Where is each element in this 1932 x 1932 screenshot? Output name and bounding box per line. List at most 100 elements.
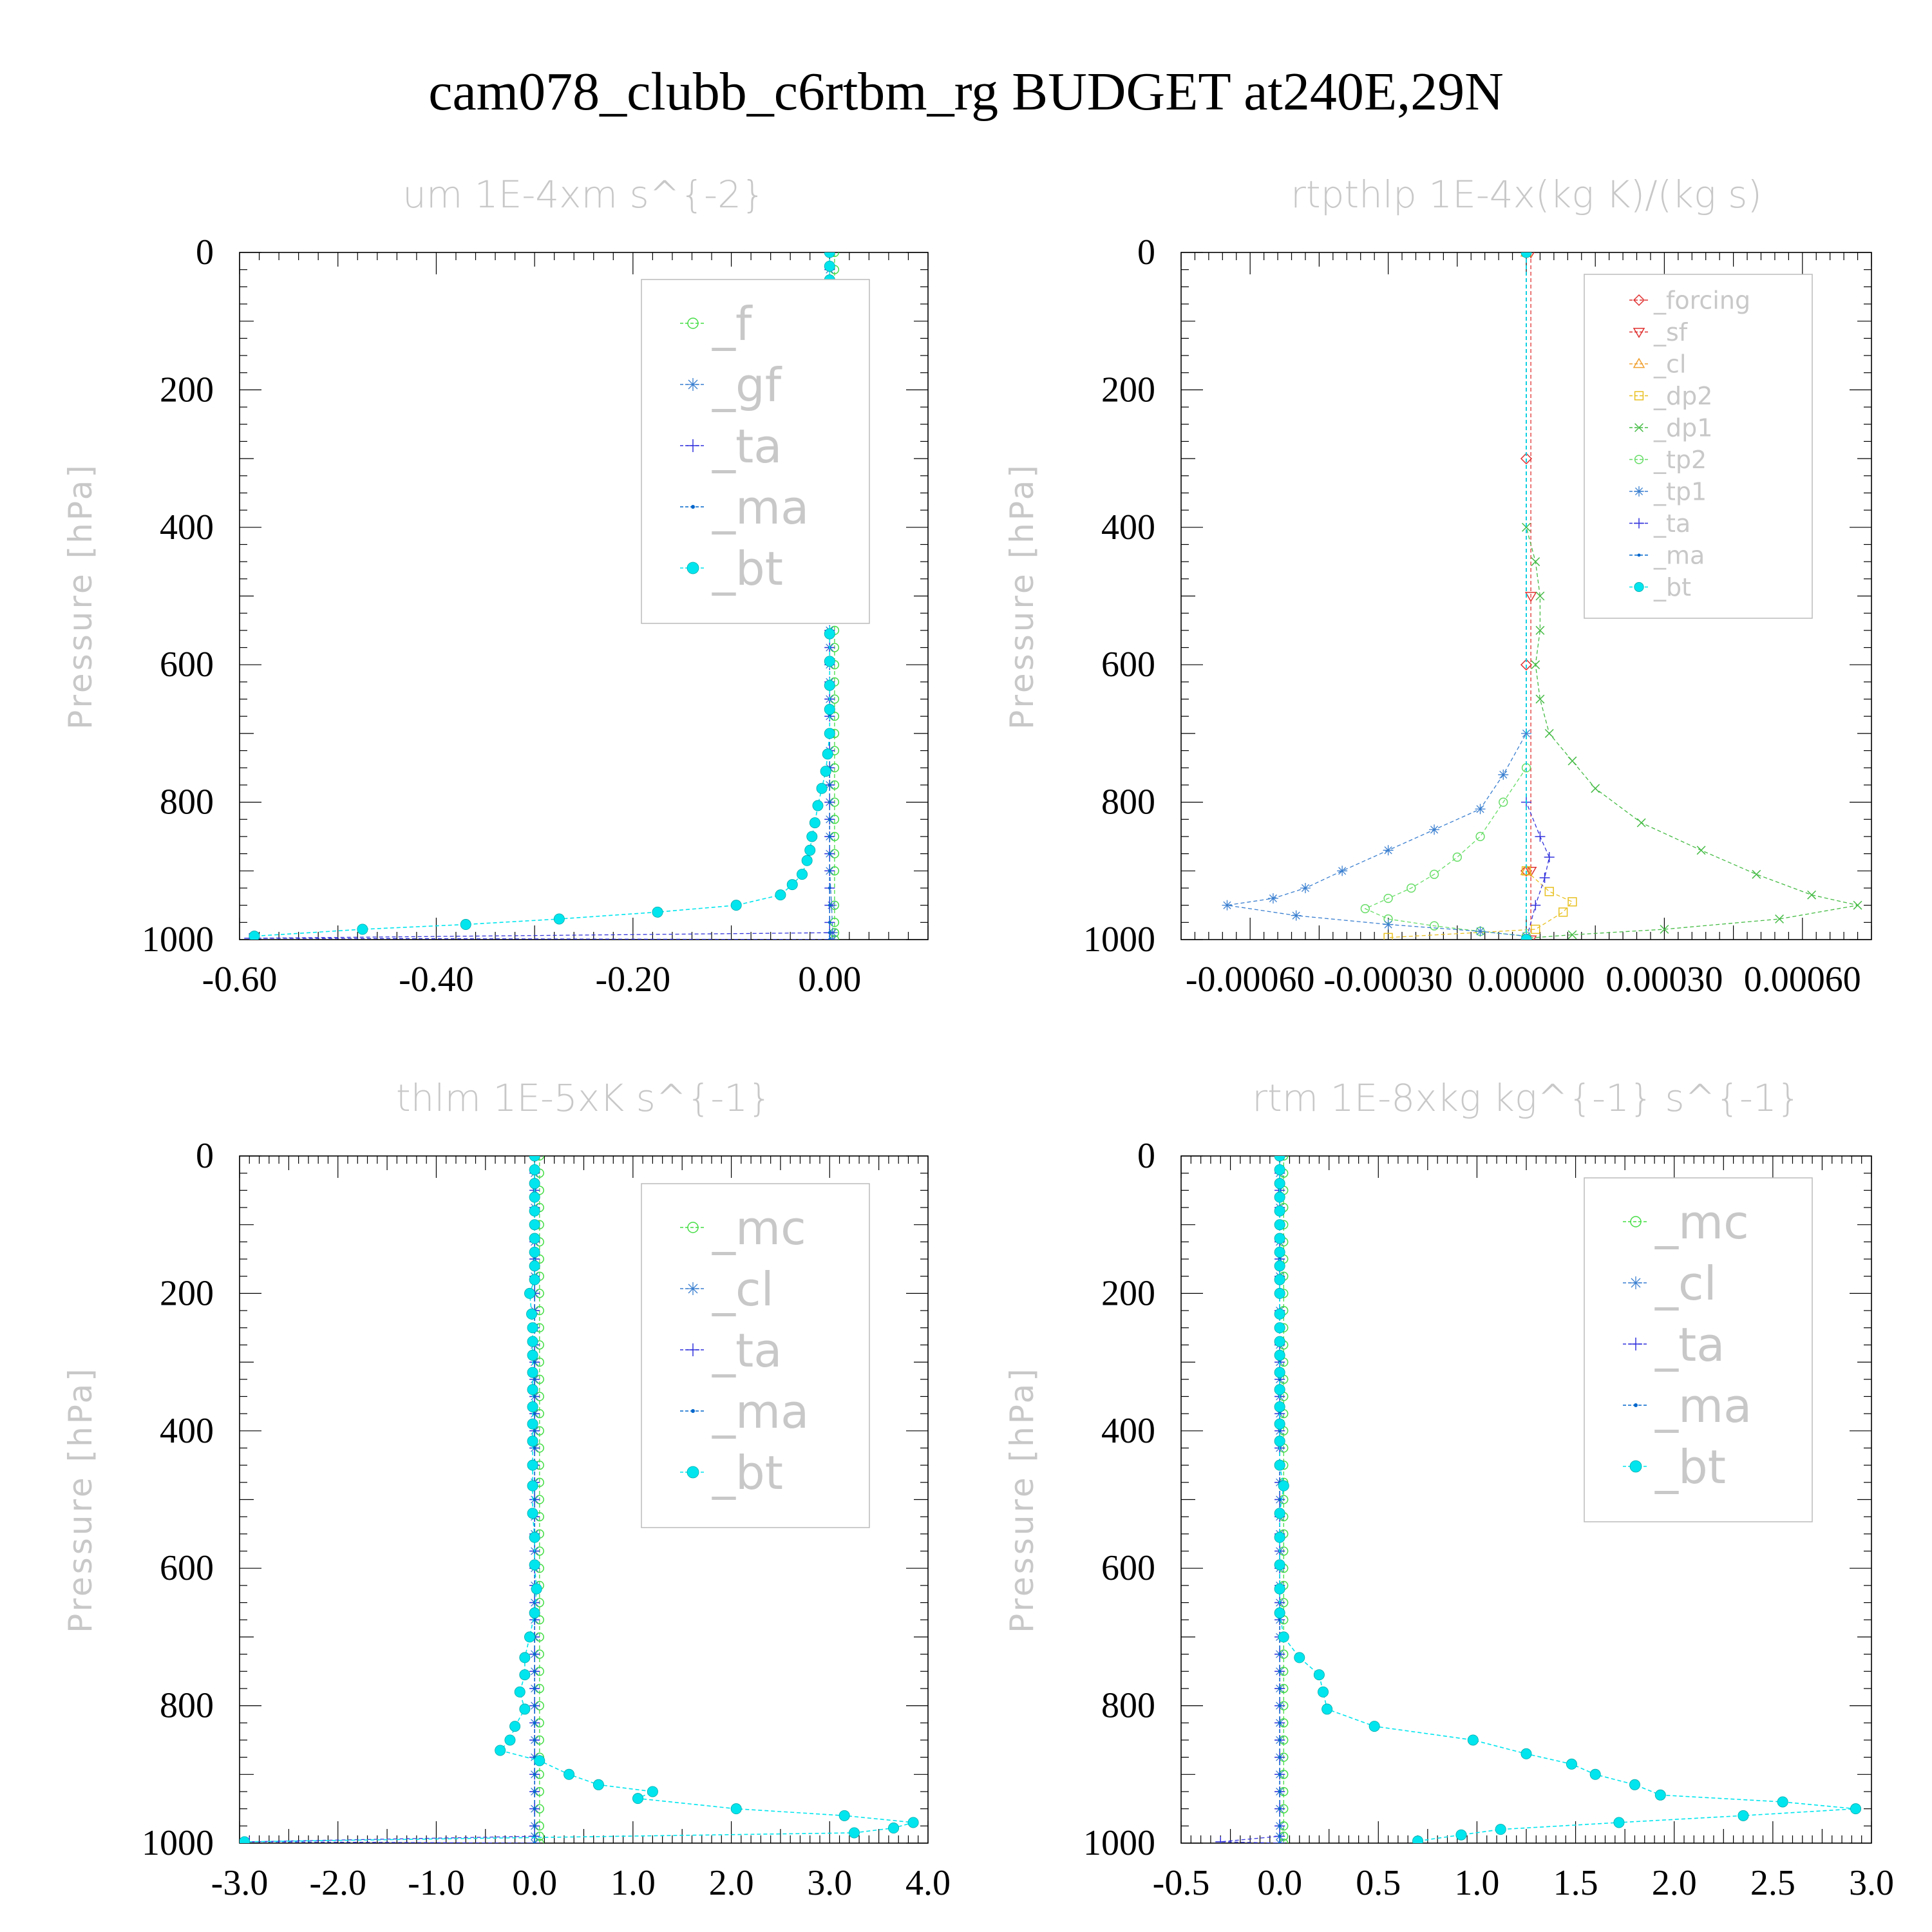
legend-item: _ma (1623, 1379, 1752, 1433)
legend-marker (1629, 1460, 1642, 1473)
data-point (828, 852, 831, 856)
legend-item: _forcing (1629, 287, 1750, 315)
data-point (1567, 756, 1577, 766)
legend-label: _ma (712, 480, 809, 535)
data-point (533, 1824, 536, 1828)
data-point (812, 800, 824, 811)
data-point (1520, 865, 1533, 877)
data-point (527, 1459, 538, 1471)
data-point (1531, 924, 1540, 934)
legend-label: _tp1 (1653, 478, 1707, 506)
data-point (1530, 900, 1541, 911)
legend-marker (1634, 455, 1644, 464)
data-point (1738, 1810, 1749, 1821)
data-point (1520, 252, 1532, 258)
data-point (806, 831, 818, 842)
data-point (828, 931, 831, 934)
legend-marker (1634, 518, 1644, 529)
data-point (1383, 919, 1394, 930)
legend-item: _sf (1629, 318, 1689, 346)
data-point (1660, 925, 1669, 934)
legend-marker (1634, 1403, 1638, 1407)
data-point (534, 1755, 545, 1766)
data-point (1522, 522, 1531, 532)
data-point (828, 869, 831, 873)
legend-label: _ta (1654, 1318, 1725, 1372)
data-point (527, 1401, 538, 1412)
data-point (514, 1686, 526, 1698)
data-point (1383, 933, 1393, 940)
panel-title: rtm 1E-8xkg kg^{-1} s^{-1} (1252, 1076, 1801, 1120)
legend-box (641, 1183, 870, 1528)
data-point (1274, 1322, 1285, 1334)
data-point (1274, 1336, 1285, 1347)
y-tick-label: 200 (160, 1273, 214, 1313)
x-tick-label: -1.0 (408, 1863, 465, 1903)
series-line (249, 1156, 535, 1843)
legend-label: _forcing (1653, 287, 1750, 315)
series-line (244, 1156, 914, 1842)
data-point (1291, 910, 1302, 921)
data-point (809, 817, 820, 829)
data-point (1267, 893, 1278, 904)
legend-label: _ta (1653, 509, 1690, 538)
legend-marker (691, 1409, 695, 1413)
data-point (1775, 914, 1785, 923)
data-point (775, 889, 786, 901)
data-point (1274, 1260, 1285, 1272)
x-tick-label: -0.20 (596, 960, 671, 999)
legend-marker (1629, 1276, 1642, 1289)
series-sf (1524, 252, 1537, 940)
data-point (495, 1745, 506, 1756)
panel-title: thlm 1E-5xK s^{-1} (396, 1076, 772, 1120)
data-point (519, 1703, 531, 1715)
data-point (907, 1817, 919, 1828)
legend-marker (687, 317, 699, 329)
data-point (1274, 1274, 1285, 1285)
legend-item: _dp2 (1629, 382, 1712, 410)
data-point (1850, 1803, 1861, 1815)
data-point (529, 1205, 540, 1217)
data-point (822, 748, 833, 760)
data-point (1274, 1178, 1285, 1189)
data-point (1274, 1508, 1285, 1519)
series-layer (1222, 252, 1862, 940)
series-bt (240, 1156, 919, 1843)
legend-item: _ta (1623, 1318, 1725, 1372)
data-point (1278, 1721, 1282, 1725)
y-tick-label: 0 (196, 232, 214, 272)
legend-label: _ma (712, 1385, 809, 1439)
y-tick-label: 800 (160, 782, 214, 822)
y-tick-label: 0 (1137, 1136, 1155, 1176)
data-point (533, 1395, 536, 1398)
data-point (1274, 1219, 1285, 1231)
data-point (1313, 1669, 1325, 1681)
data-point (1520, 453, 1533, 465)
data-point (1521, 728, 1531, 739)
y-tick-label: 0 (1137, 232, 1155, 272)
legend-label: _ma (1654, 1379, 1752, 1433)
chart-panel-3: thlm 1E-5xK s^{-1} Pressure [hPa] 0 200 400 6… (62, 1076, 951, 1903)
data-point (1278, 1704, 1282, 1708)
data-point (1278, 1790, 1282, 1794)
y-tick-label: 400 (160, 1411, 214, 1451)
legend-marker (1637, 553, 1641, 557)
data-point (529, 1233, 540, 1244)
data-point (1613, 1817, 1625, 1828)
legend-label: _f (712, 297, 753, 351)
data-point (1535, 694, 1545, 704)
legend-item: _f (680, 297, 753, 351)
x-tick-label: -0.40 (399, 960, 474, 999)
data-point (1274, 1205, 1285, 1217)
data-point (824, 260, 835, 272)
legend-item: _mc (1623, 1195, 1749, 1249)
series-line (1220, 1156, 1280, 1843)
x-tick-label: 1.5 (1553, 1863, 1598, 1903)
x-tick-label: 4.0 (905, 1863, 951, 1903)
data-point (249, 931, 260, 940)
legend-label: _bt (1653, 573, 1691, 601)
legend-item: _tp2 (1629, 446, 1707, 474)
data-point (1383, 893, 1393, 904)
data-point (1520, 1748, 1532, 1759)
data-point (357, 923, 368, 935)
